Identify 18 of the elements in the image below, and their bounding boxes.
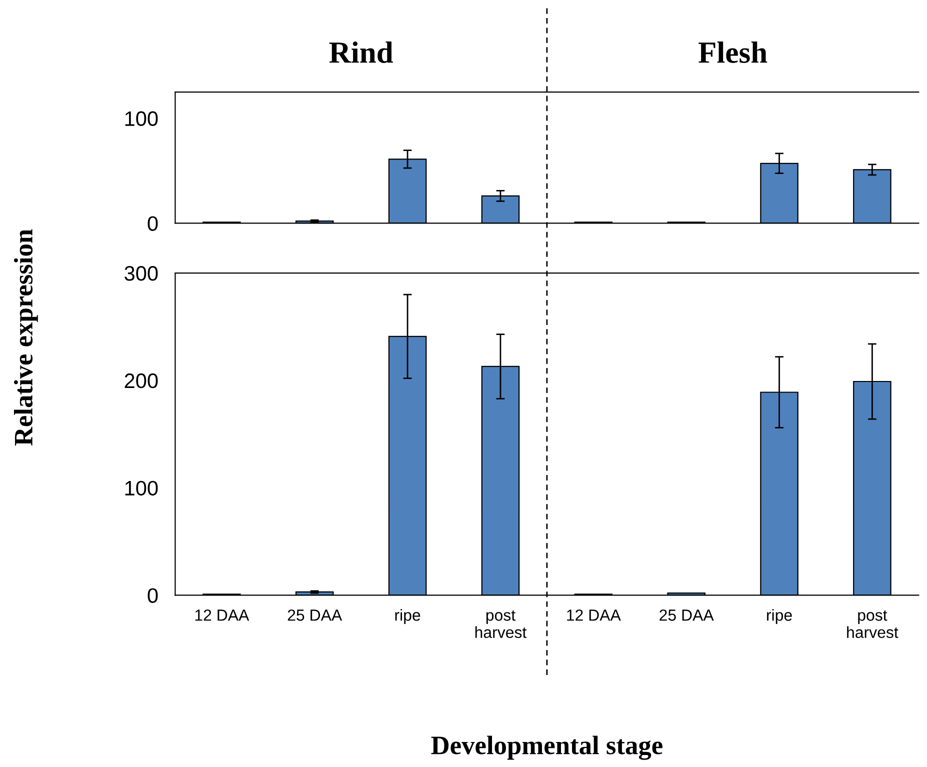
x-tick-label: 12 DAA	[195, 610, 250, 621]
y-tick-label: 300	[124, 266, 158, 281]
text: Flesh	[698, 41, 768, 63]
y-tick-label: 0	[148, 588, 158, 603]
x-axis-title: Developmental stage	[431, 736, 662, 760]
x-tick-label: 25 DAA	[288, 610, 342, 621]
x-tick-label: ripe	[767, 609, 792, 624]
x-tick-label: post harvest	[475, 610, 527, 638]
y-axis-title: Relative expression	[14, 229, 38, 446]
y-tick-label: 100	[125, 111, 158, 126]
text: Rind	[329, 41, 393, 63]
y-tick-label: 100	[125, 480, 158, 496]
y-tick-label: 200	[124, 373, 158, 388]
x-tick-label: post harvest	[847, 610, 898, 638]
x-tick-label: 12 DAA	[567, 610, 621, 621]
x-tick-label: 25 DAA	[660, 610, 714, 621]
y-tick-label: 0	[148, 216, 158, 231]
x-tick-label: ripe	[395, 609, 420, 624]
